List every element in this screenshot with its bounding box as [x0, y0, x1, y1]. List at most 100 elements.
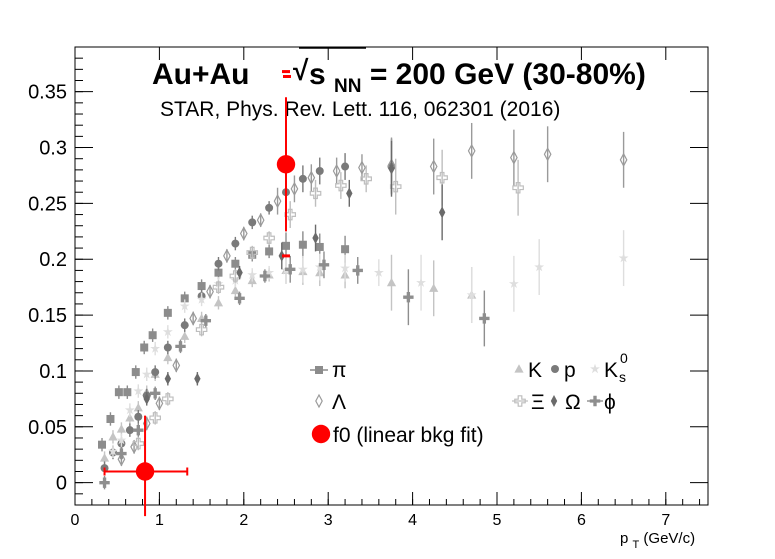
data-point — [467, 143, 476, 159]
data-point — [335, 179, 347, 192]
data-point — [256, 212, 265, 228]
data-point — [135, 462, 155, 481]
data-point — [264, 267, 275, 277]
data-point — [346, 187, 353, 200]
data-point — [619, 152, 628, 168]
x-axis-label: p T (GeV/c) — [620, 530, 695, 552]
data-point — [195, 323, 208, 336]
data-point — [230, 285, 240, 295]
data-point — [543, 146, 552, 162]
data-point — [180, 294, 189, 303]
data-point — [99, 477, 110, 488]
data-point — [403, 292, 414, 303]
legend-k-marker — [514, 364, 524, 373]
data-point — [117, 451, 126, 467]
data-point — [163, 308, 172, 317]
data-point — [162, 393, 174, 405]
legend-omega-label: Ω — [565, 391, 581, 414]
data-point — [360, 173, 372, 185]
data-point — [151, 368, 160, 377]
data-point — [189, 311, 198, 326]
data-point — [141, 369, 152, 379]
data-point — [116, 435, 127, 445]
title-sqrt-sign: √ — [293, 55, 309, 86]
data-point — [307, 170, 316, 185]
svg-text:s NN = 200 GeV (3: s NN = 200 GeV (30-80%) — [309, 58, 646, 99]
data-point — [231, 259, 240, 268]
data-point — [373, 267, 384, 277]
data-point — [248, 218, 257, 227]
x-axis-label-main: p — [620, 530, 628, 547]
legend-f0-marker — [311, 424, 331, 444]
legend-k0s-label: K0 s — [604, 350, 628, 385]
data-point — [148, 331, 157, 340]
data-point — [479, 313, 490, 324]
x-axis-label-unit: (GeV/c) — [643, 530, 695, 547]
data-point — [179, 301, 190, 311]
data-point — [116, 424, 127, 433]
data-point — [163, 343, 172, 352]
svg-text:√: √ — [293, 55, 309, 86]
legend-k0s-marker — [590, 363, 600, 374]
data-point — [155, 396, 164, 411]
svg-text:Au+Au: Au+Au — [152, 58, 250, 91]
title-nn-subscript: NN — [334, 76, 361, 97]
data-point — [206, 284, 214, 299]
legend-xi-marker — [514, 395, 526, 407]
data-point — [416, 277, 426, 287]
y-tick-label: 0 — [56, 473, 67, 495]
data-point — [341, 162, 350, 171]
legend-k0s-main: K — [604, 359, 618, 382]
data-point — [246, 246, 259, 259]
data-point — [99, 453, 110, 462]
series-diamond — [143, 140, 446, 406]
y-tick-label: 0.35 — [28, 82, 67, 104]
x-tick-label: 6 — [577, 512, 586, 529]
data-point — [259, 270, 271, 282]
data-point — [512, 181, 524, 194]
data-point — [340, 263, 350, 273]
data-point — [140, 343, 149, 352]
data-point — [314, 261, 325, 272]
title-red-dash — [283, 75, 291, 78]
data-point — [509, 150, 518, 165]
data-point — [265, 203, 274, 212]
data-point — [315, 166, 324, 175]
data-point — [131, 368, 140, 377]
x-tick-label: 3 — [324, 512, 333, 529]
data-point — [134, 412, 143, 421]
x-tick-label: 1 — [155, 512, 164, 529]
data-point — [124, 404, 135, 415]
data-point — [315, 242, 324, 251]
x-tick-label: 7 — [661, 512, 670, 529]
data-point — [297, 264, 308, 274]
data-point — [194, 372, 201, 385]
data-point — [234, 293, 245, 304]
x-tick-label: 5 — [493, 512, 502, 529]
x-axis-label-sub: T — [633, 539, 640, 551]
series-big-circle — [103, 70, 296, 517]
data-point — [175, 341, 186, 352]
data-point — [466, 289, 477, 300]
chart-title: Au+Au √ s NN = 200 GeV (30-80%) — [152, 47, 646, 99]
data-point — [290, 181, 299, 197]
data-point — [358, 160, 366, 175]
y-tick-label: 0.15 — [28, 305, 67, 327]
data-point — [247, 269, 258, 280]
data-point — [231, 239, 240, 248]
data-point — [429, 283, 439, 292]
data-point — [298, 240, 307, 249]
legend-pi-marker — [315, 366, 323, 374]
data-point — [132, 437, 145, 450]
data-point — [98, 440, 107, 449]
legend-lambda-marker — [315, 393, 323, 409]
data-point — [162, 326, 173, 337]
data-point — [197, 282, 206, 291]
data-point — [116, 448, 127, 459]
data-point — [309, 187, 322, 200]
data-point — [278, 249, 285, 262]
legend-lambda-label: Λ — [332, 391, 346, 414]
data-point — [236, 266, 243, 279]
data-point — [618, 252, 629, 263]
